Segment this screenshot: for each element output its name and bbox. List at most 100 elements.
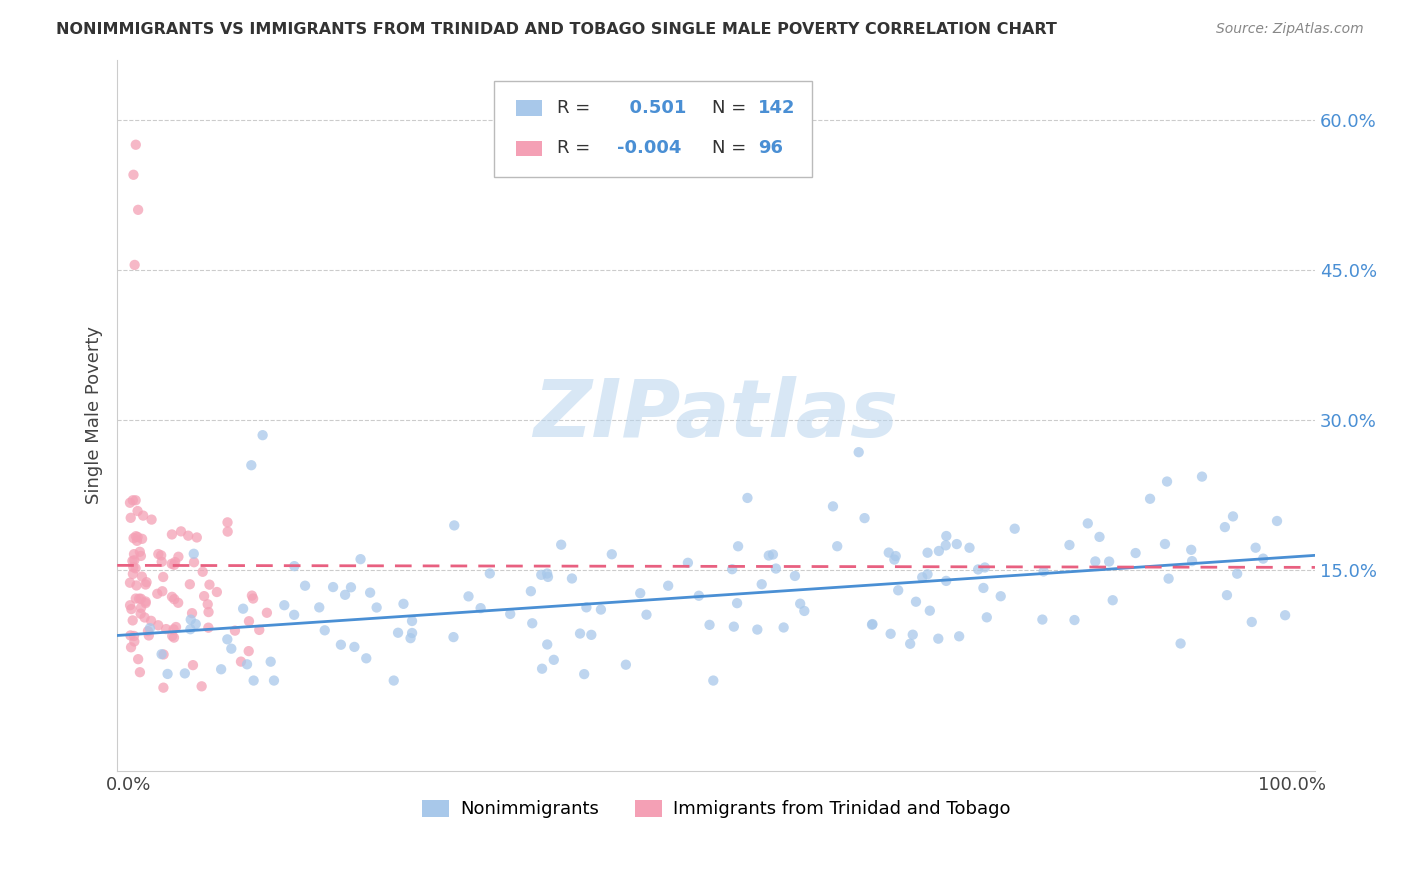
Point: [1156, 475, 1178, 489]
Point: [128, 545, 150, 559]
Point: [152, 681, 174, 695]
Point: [150, 549, 173, 563]
Point: [917, 546, 939, 560]
Point: [118, 496, 141, 510]
Point: [181, 658, 204, 673]
Point: [1240, 615, 1263, 629]
Point: [121, 614, 143, 628]
Point: [1077, 516, 1099, 531]
Point: [575, 600, 598, 615]
Point: [793, 604, 815, 618]
Point: [138, 628, 160, 642]
Point: [139, 614, 162, 628]
Point: [122, 531, 145, 545]
Point: [1226, 566, 1249, 581]
Point: [1088, 530, 1111, 544]
Point: [401, 614, 423, 628]
Point: [879, 627, 901, 641]
Point: [148, 618, 170, 632]
Point: [536, 638, 558, 652]
Point: [122, 629, 145, 643]
Point: [135, 594, 157, 608]
Point: [1063, 613, 1085, 627]
Point: [928, 544, 950, 558]
Point: [224, 624, 246, 638]
Point: [121, 493, 143, 508]
Point: [193, 589, 215, 603]
Point: [721, 562, 744, 576]
Point: [1274, 608, 1296, 623]
Point: [628, 586, 651, 600]
Point: [132, 508, 155, 523]
Point: [160, 557, 183, 571]
Point: [229, 655, 252, 669]
Point: [478, 566, 501, 581]
Point: [125, 137, 148, 152]
Point: [976, 610, 998, 624]
Text: R =: R =: [557, 139, 591, 158]
Point: [758, 549, 780, 563]
Point: [127, 202, 149, 217]
Point: [128, 591, 150, 606]
Point: [789, 597, 811, 611]
Point: [392, 597, 415, 611]
Point: [170, 524, 193, 539]
Point: [1139, 491, 1161, 506]
Point: [205, 585, 228, 599]
Point: [139, 621, 162, 635]
Point: [1216, 588, 1239, 602]
Point: [129, 591, 152, 606]
Point: [401, 626, 423, 640]
Point: [1059, 538, 1081, 552]
Point: [167, 549, 190, 564]
Point: [283, 607, 305, 622]
Point: [308, 600, 330, 615]
Point: [263, 673, 285, 688]
Point: [260, 655, 283, 669]
Point: [135, 575, 157, 590]
Point: [252, 428, 274, 442]
Point: [191, 565, 214, 579]
Point: [165, 555, 187, 569]
Point: [1265, 514, 1288, 528]
Point: [543, 653, 565, 667]
Point: [821, 500, 844, 514]
Point: [184, 617, 207, 632]
Point: [135, 577, 157, 591]
Point: [354, 651, 377, 665]
Point: [762, 548, 785, 562]
Point: [935, 574, 957, 588]
Point: [183, 547, 205, 561]
Point: [221, 641, 243, 656]
Point: [152, 570, 174, 584]
Point: [273, 598, 295, 612]
Point: [122, 566, 145, 581]
Point: [935, 529, 957, 543]
Point: [197, 605, 219, 619]
Point: [136, 624, 159, 638]
Point: [181, 606, 204, 620]
Point: [232, 601, 254, 615]
Point: [329, 638, 352, 652]
Point: [765, 561, 787, 575]
Point: [901, 628, 924, 642]
Point: [167, 596, 190, 610]
Text: Source: ZipAtlas.com: Source: ZipAtlas.com: [1216, 22, 1364, 37]
Point: [1157, 572, 1180, 586]
Point: [129, 607, 152, 621]
Point: [702, 673, 724, 688]
Point: [1244, 541, 1267, 555]
Point: [536, 566, 558, 581]
Point: [160, 629, 183, 643]
Point: [751, 577, 773, 591]
Point: [898, 637, 921, 651]
Point: [343, 640, 366, 654]
Point: [179, 622, 201, 636]
Point: [948, 629, 970, 643]
Point: [314, 624, 336, 638]
Point: [183, 555, 205, 569]
Text: NONIMMIGRANTS VS IMMIGRANTS FROM TRINIDAD AND TOBAGO SINGLE MALE POVERTY CORRELA: NONIMMIGRANTS VS IMMIGRANTS FROM TRINIDA…: [56, 22, 1057, 37]
Point: [217, 516, 239, 530]
Point: [124, 634, 146, 648]
Point: [125, 578, 148, 592]
